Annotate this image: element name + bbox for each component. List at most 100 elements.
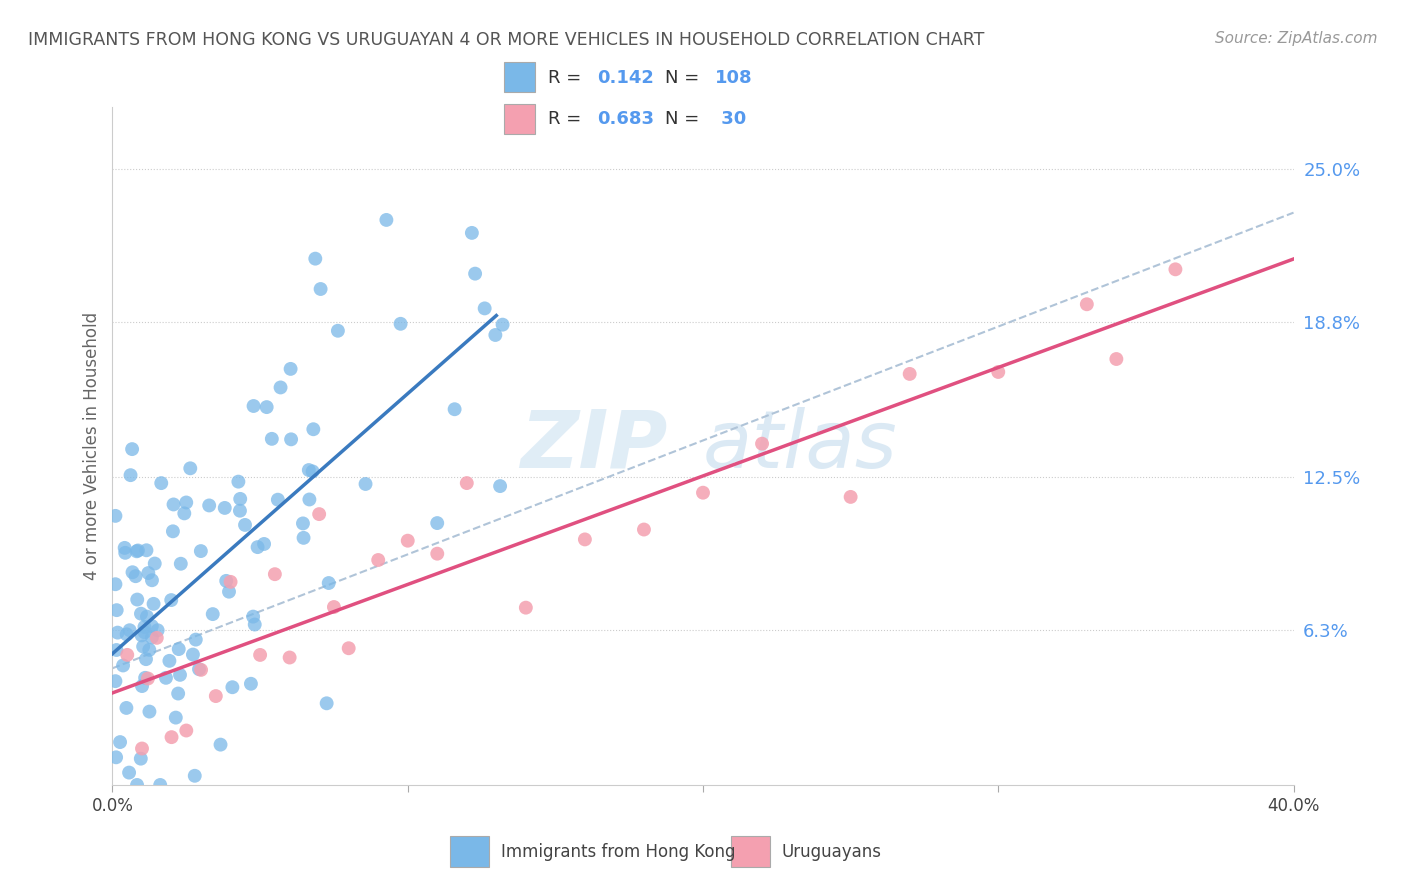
Point <box>219 574 242 589</box>
Point <box>117 648 138 662</box>
Point <box>461 226 484 240</box>
FancyBboxPatch shape <box>731 837 770 867</box>
Text: R =: R = <box>548 69 586 87</box>
Text: 0.142: 0.142 <box>598 69 654 87</box>
Point <box>354 477 377 491</box>
Point <box>443 402 465 417</box>
Point <box>228 475 250 489</box>
Point <box>138 566 160 580</box>
Point <box>114 546 136 560</box>
Point <box>127 592 149 607</box>
Point <box>692 485 714 500</box>
Point <box>270 380 292 394</box>
Point <box>141 631 163 645</box>
Point <box>1105 351 1128 366</box>
Point <box>574 533 596 547</box>
Point <box>108 735 131 749</box>
Point <box>129 752 152 766</box>
Point <box>298 463 321 477</box>
Point <box>141 619 163 633</box>
Point <box>898 367 921 381</box>
Point <box>205 689 228 703</box>
Point <box>184 632 207 647</box>
Point <box>515 600 537 615</box>
Point <box>127 543 149 558</box>
Point <box>142 597 165 611</box>
Point <box>308 507 330 521</box>
Point <box>280 362 302 376</box>
Point <box>120 468 142 483</box>
Point <box>229 491 252 506</box>
Point <box>426 547 449 561</box>
Point <box>1164 262 1187 277</box>
Point <box>489 479 512 493</box>
Point <box>302 422 325 436</box>
Point <box>170 557 193 571</box>
Point <box>426 516 449 530</box>
Point <box>125 544 148 558</box>
Point <box>138 643 160 657</box>
Point <box>184 769 207 783</box>
Point <box>304 252 326 266</box>
Point <box>190 663 212 677</box>
Point <box>104 577 127 591</box>
Point <box>135 652 157 666</box>
Text: Source: ZipAtlas.com: Source: ZipAtlas.com <box>1215 31 1378 46</box>
Text: IMMIGRANTS FROM HONG KONG VS URUGUAYAN 4 OR MORE VEHICLES IN HOUSEHOLD CORRELATI: IMMIGRANTS FROM HONG KONG VS URUGUAYAN 4… <box>28 31 984 49</box>
Point <box>169 668 191 682</box>
Point <box>134 671 156 685</box>
Point <box>190 544 212 558</box>
Point <box>318 576 340 591</box>
Point <box>124 569 146 583</box>
Point <box>267 492 290 507</box>
Text: R =: R = <box>548 110 586 128</box>
Point <box>256 400 278 414</box>
Point <box>173 507 195 521</box>
Point <box>375 213 398 227</box>
Point <box>242 609 264 624</box>
Point <box>298 492 321 507</box>
Point <box>121 566 143 580</box>
Point <box>146 624 169 638</box>
Text: ZIP: ZIP <box>520 407 668 485</box>
Point <box>121 442 143 456</box>
Point <box>474 301 496 316</box>
Point <box>839 490 862 504</box>
Point <box>131 741 153 756</box>
Point <box>174 723 197 738</box>
Point <box>125 778 148 792</box>
Point <box>179 461 201 475</box>
Point <box>162 524 184 539</box>
Point <box>215 574 238 588</box>
Point <box>249 648 271 662</box>
Point <box>150 476 173 491</box>
Point <box>201 607 224 621</box>
Point <box>118 624 141 638</box>
Point <box>105 603 128 617</box>
Point <box>229 504 252 518</box>
Point <box>484 328 506 343</box>
Point <box>751 436 773 450</box>
Text: 0.683: 0.683 <box>598 110 654 128</box>
Point <box>136 672 159 686</box>
Point <box>323 600 346 615</box>
Point <box>315 696 337 710</box>
Point <box>367 553 389 567</box>
FancyBboxPatch shape <box>505 62 536 92</box>
Point <box>396 533 419 548</box>
Point <box>198 499 221 513</box>
Text: Uruguayans: Uruguayans <box>782 843 882 861</box>
Point <box>104 508 127 523</box>
Point <box>253 537 276 551</box>
Point <box>104 674 127 689</box>
Point <box>160 730 183 744</box>
Point <box>155 671 177 685</box>
Point <box>105 643 128 657</box>
Point <box>107 625 129 640</box>
Point <box>115 701 138 715</box>
Text: Immigrants from Hong Kong: Immigrants from Hong Kong <box>501 843 735 861</box>
Point <box>1076 297 1098 311</box>
Point <box>987 365 1010 379</box>
Point <box>131 679 153 693</box>
Point <box>165 710 187 724</box>
